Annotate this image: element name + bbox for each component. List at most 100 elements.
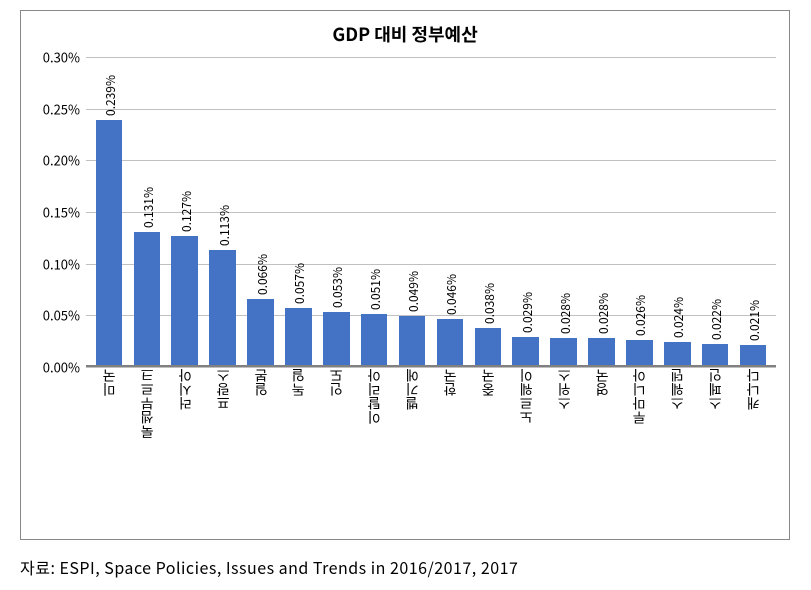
x-axis-label: 스페인 bbox=[705, 369, 725, 417]
x-label-slot: 룩셈부르크 bbox=[128, 369, 166, 529]
bar-value-label: 0.131% bbox=[140, 187, 157, 228]
bar-value-label: 0.057% bbox=[291, 263, 308, 304]
x-label-slot: 중국 bbox=[469, 369, 507, 529]
bar-value-label: 0.239% bbox=[102, 75, 119, 116]
gridline bbox=[86, 367, 776, 368]
x-label-slot: 미국 bbox=[90, 369, 128, 529]
source-caption: 자료: ESPI, Space Policies, Issues and Tre… bbox=[20, 555, 518, 579]
bar-rect bbox=[664, 342, 691, 367]
x-axis-label: 스웨덴 bbox=[667, 369, 687, 417]
x-axis-label: 러시아 bbox=[175, 369, 195, 417]
bars-group: 0.239% 0.131% 0.127% 0.113% 0.066% 0.057% 0.05… bbox=[86, 57, 776, 367]
x-axis-label: 스위스 bbox=[554, 369, 574, 417]
x-axis-label: 한국 bbox=[440, 369, 460, 403]
bar-slot: 0.051% bbox=[355, 57, 393, 367]
bar-rect bbox=[96, 120, 123, 367]
bar-slot: 0.113% bbox=[204, 57, 242, 367]
y-tick-label: 0.10% bbox=[43, 254, 80, 273]
x-label-slot: 인도 bbox=[317, 369, 355, 529]
x-label-slot: 캐나다 bbox=[734, 369, 772, 529]
bar-slot: 0.028% bbox=[583, 57, 621, 367]
bar-rect bbox=[512, 337, 539, 367]
x-label-slot: 루마니아 bbox=[620, 369, 658, 529]
bar-value-label: 0.053% bbox=[329, 267, 346, 308]
bar-rect bbox=[702, 344, 729, 367]
bar-value-label: 0.024% bbox=[670, 297, 687, 338]
chart-title: GDP 대비 정부예산 bbox=[21, 11, 789, 53]
y-tick-label: 0.15% bbox=[43, 203, 80, 222]
x-label-slot: 러시아 bbox=[166, 369, 204, 529]
bar-slot: 0.022% bbox=[696, 57, 734, 367]
x-axis-label: 미국 bbox=[99, 369, 119, 403]
y-tick-label: 0.05% bbox=[43, 306, 80, 325]
bar-rect bbox=[740, 345, 767, 367]
x-axis-label: 룩셈부르크 bbox=[137, 369, 157, 445]
bar-slot: 0.026% bbox=[620, 57, 658, 367]
x-axis-baseline bbox=[86, 365, 776, 367]
y-tick-label: 0.20% bbox=[43, 151, 80, 170]
bar-slot: 0.028% bbox=[545, 57, 583, 367]
bar-slot: 0.029% bbox=[507, 57, 545, 367]
bar-value-label: 0.022% bbox=[708, 299, 725, 340]
x-label-slot: 영국 bbox=[583, 369, 621, 529]
x-axis-label: 인도 bbox=[326, 369, 346, 403]
bar-value-label: 0.127% bbox=[178, 191, 195, 232]
x-label-slot: 노르웨이 bbox=[507, 369, 545, 529]
bar-rect bbox=[626, 340, 653, 367]
bar-rect bbox=[209, 250, 236, 367]
x-axis-label: 중국 bbox=[478, 369, 498, 403]
bar-slot: 0.127% bbox=[166, 57, 204, 367]
bar-slot: 0.131% bbox=[128, 57, 166, 367]
chart-container: GDP 대비 정부예산 0.239% 0.131% 0.127% 0.113% 0.06… bbox=[20, 10, 790, 540]
x-axis-label: 노르웨이 bbox=[516, 369, 536, 431]
y-tick-label: 0.00% bbox=[43, 358, 80, 377]
x-axis-label: 캐나다 bbox=[743, 369, 763, 417]
x-label-slot: 벨기에 bbox=[393, 369, 431, 529]
x-label-slot: 한국 bbox=[431, 369, 469, 529]
x-label-slot: 이탈리아 bbox=[355, 369, 393, 529]
bar-value-label: 0.066% bbox=[254, 254, 271, 295]
bar-rect bbox=[550, 338, 577, 367]
bar-rect bbox=[247, 299, 274, 367]
bar-value-label: 0.113% bbox=[216, 205, 233, 246]
bar-slot: 0.046% bbox=[431, 57, 469, 367]
bar-rect bbox=[475, 328, 502, 367]
x-axis-label: 루마니아 bbox=[629, 369, 649, 431]
x-axis-label: 이탈리아 bbox=[364, 369, 384, 431]
bar-slot: 0.053% bbox=[317, 57, 355, 367]
bar-value-label: 0.038% bbox=[481, 283, 498, 324]
bar-value-label: 0.046% bbox=[443, 274, 460, 315]
plot-area: 0.239% 0.131% 0.127% 0.113% 0.066% 0.057% 0.05… bbox=[86, 57, 776, 367]
x-axis-label: 벨기에 bbox=[402, 369, 422, 417]
bar-slot: 0.049% bbox=[393, 57, 431, 367]
bar-slot: 0.057% bbox=[279, 57, 317, 367]
x-label-slot: 스페인 bbox=[696, 369, 734, 529]
bar-slot: 0.066% bbox=[242, 57, 280, 367]
bar-rect bbox=[588, 338, 615, 367]
bar-value-label: 0.049% bbox=[405, 271, 422, 312]
bar-rect bbox=[171, 236, 198, 367]
x-axis-label: 프랑스 bbox=[213, 369, 233, 417]
bar-value-label: 0.026% bbox=[632, 295, 649, 336]
bar-rect bbox=[361, 314, 388, 367]
bar-slot: 0.024% bbox=[658, 57, 696, 367]
bar-slot: 0.038% bbox=[469, 57, 507, 367]
bar-rect bbox=[437, 319, 464, 367]
y-tick-label: 0.30% bbox=[43, 48, 80, 67]
y-tick-label: 0.25% bbox=[43, 99, 80, 118]
bar-value-label: 0.028% bbox=[557, 293, 574, 334]
x-axis-labels: 미국 룩셈부르크 러시아 프랑스 일본 독일 인도 이탈리아 벨기에 한국 중국 노르웨이 스위스 영국 루… bbox=[86, 369, 776, 529]
bar-rect bbox=[134, 232, 161, 367]
x-axis-label: 독일 bbox=[288, 369, 308, 403]
bar-slot: 0.239% bbox=[90, 57, 128, 367]
bar-slot: 0.021% bbox=[734, 57, 772, 367]
x-axis-label: 영국 bbox=[592, 369, 612, 403]
bar-value-label: 0.028% bbox=[595, 293, 612, 334]
bar-value-label: 0.051% bbox=[367, 269, 384, 310]
bar-value-label: 0.021% bbox=[746, 300, 763, 341]
x-label-slot: 스위스 bbox=[545, 369, 583, 529]
bar-rect bbox=[285, 308, 312, 367]
x-axis-label: 일본 bbox=[251, 369, 271, 403]
bar-value-label: 0.029% bbox=[519, 292, 536, 333]
x-label-slot: 일본 bbox=[242, 369, 280, 529]
